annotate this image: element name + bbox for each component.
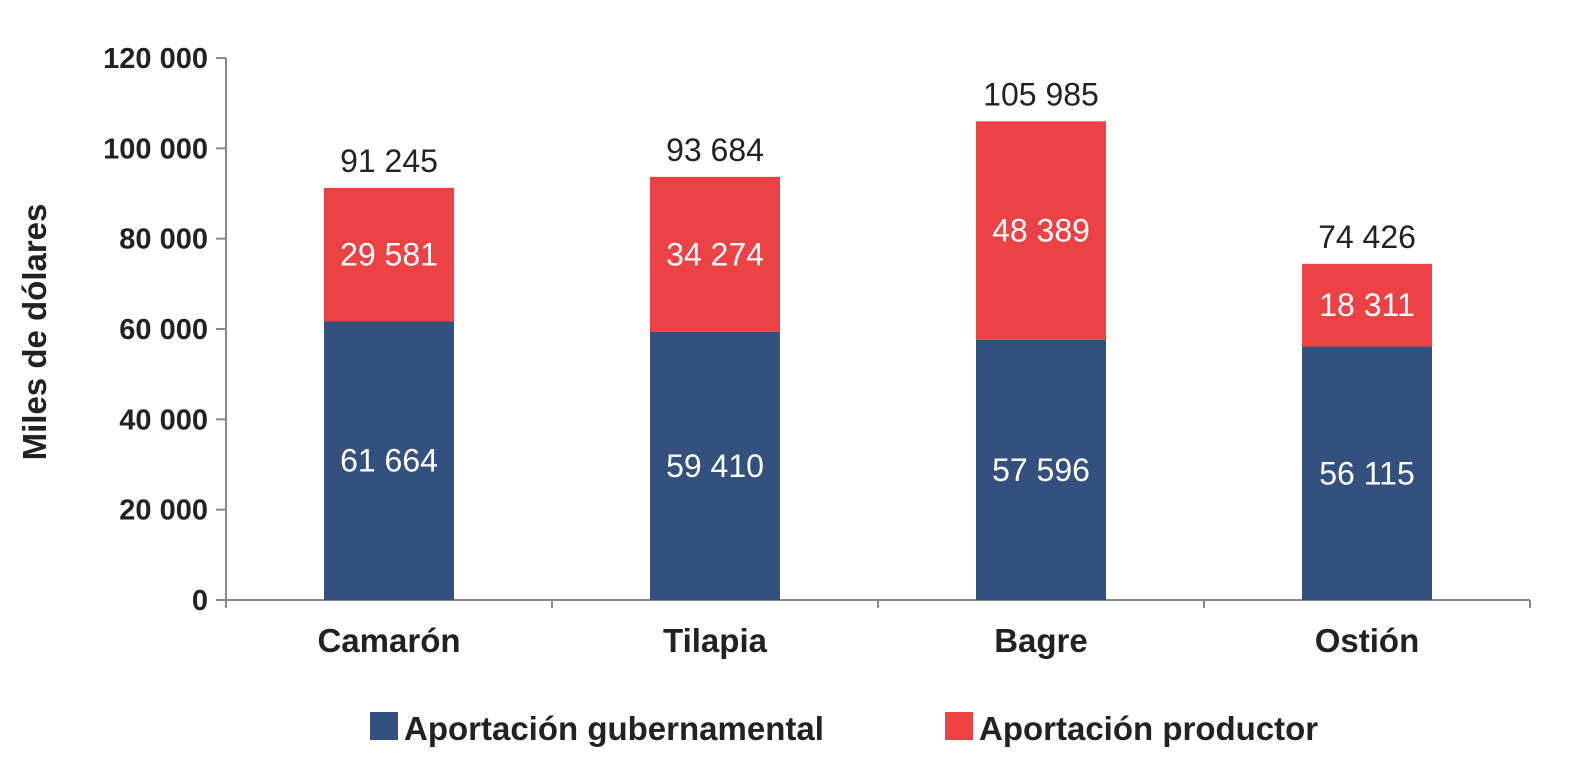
- bar-segment-productor: [1302, 263, 1432, 347]
- legend-swatch-gubernamental: [370, 712, 398, 740]
- legend-label-productor: Aportación productor: [979, 710, 1318, 747]
- x-tick-label: Ostión: [1315, 622, 1420, 659]
- data-label-gubernamental: 59 410: [666, 448, 764, 484]
- legend-label-gubernamental: Aportación gubernamental: [404, 710, 824, 747]
- y-tick-label: 120 000: [103, 43, 208, 75]
- y-tick-label: 20 000: [119, 495, 208, 527]
- data-label-gubernamental: 56 115: [1319, 455, 1415, 491]
- bars-group: 61 664 29 581 91 245 59 410 34 274 93 684 57 5…: [324, 76, 1432, 600]
- y-tick-label: 60 000: [119, 314, 208, 346]
- bar-segment-productor: [324, 187, 454, 322]
- x-axis: Camarón Tilapia Bagre Ostión: [225, 599, 1531, 659]
- y-tick-label: 0: [192, 585, 208, 617]
- bar-segment-productor: [650, 176, 780, 332]
- bar-segment-gubernamental: [324, 321, 454, 600]
- data-label-productor: 18 311: [1319, 287, 1415, 323]
- x-tick-label: Bagre: [994, 622, 1088, 659]
- x-tick-label: Camarón: [317, 622, 460, 659]
- y-tick-label: 40 000: [119, 404, 208, 436]
- total-label: 105 985: [983, 76, 1099, 112]
- y-tick-label: 100 000: [103, 133, 208, 165]
- data-label-gubernamental: 61 664: [340, 443, 438, 479]
- total-label: 91 245: [340, 143, 438, 179]
- data-label-productor: 48 389: [992, 213, 1090, 249]
- bar-segment-gubernamental: [976, 339, 1106, 600]
- total-label: 74 426: [1318, 219, 1416, 255]
- legend-swatch-productor: [945, 712, 973, 740]
- data-label-productor: 29 581: [340, 237, 438, 273]
- data-label-gubernamental: 57 596: [992, 452, 1090, 488]
- x-tick-label: Tilapia: [663, 622, 768, 659]
- y-tick-label: 80 000: [119, 224, 208, 256]
- legend: Aportación gubernamental Aportación produ…: [370, 710, 1318, 747]
- data-label-productor: 34 274: [666, 236, 764, 272]
- y-axis-label: Miles de dólares: [16, 204, 53, 461]
- bar-segment-gubernamental: [1302, 346, 1432, 600]
- bar-segment-productor: [976, 121, 1106, 340]
- bar-segment-gubernamental: [650, 331, 780, 600]
- y-axis: 0 20 000 40 000 60 000 80 000 100 000 120 000: [103, 43, 227, 617]
- total-label: 93 684: [666, 132, 764, 168]
